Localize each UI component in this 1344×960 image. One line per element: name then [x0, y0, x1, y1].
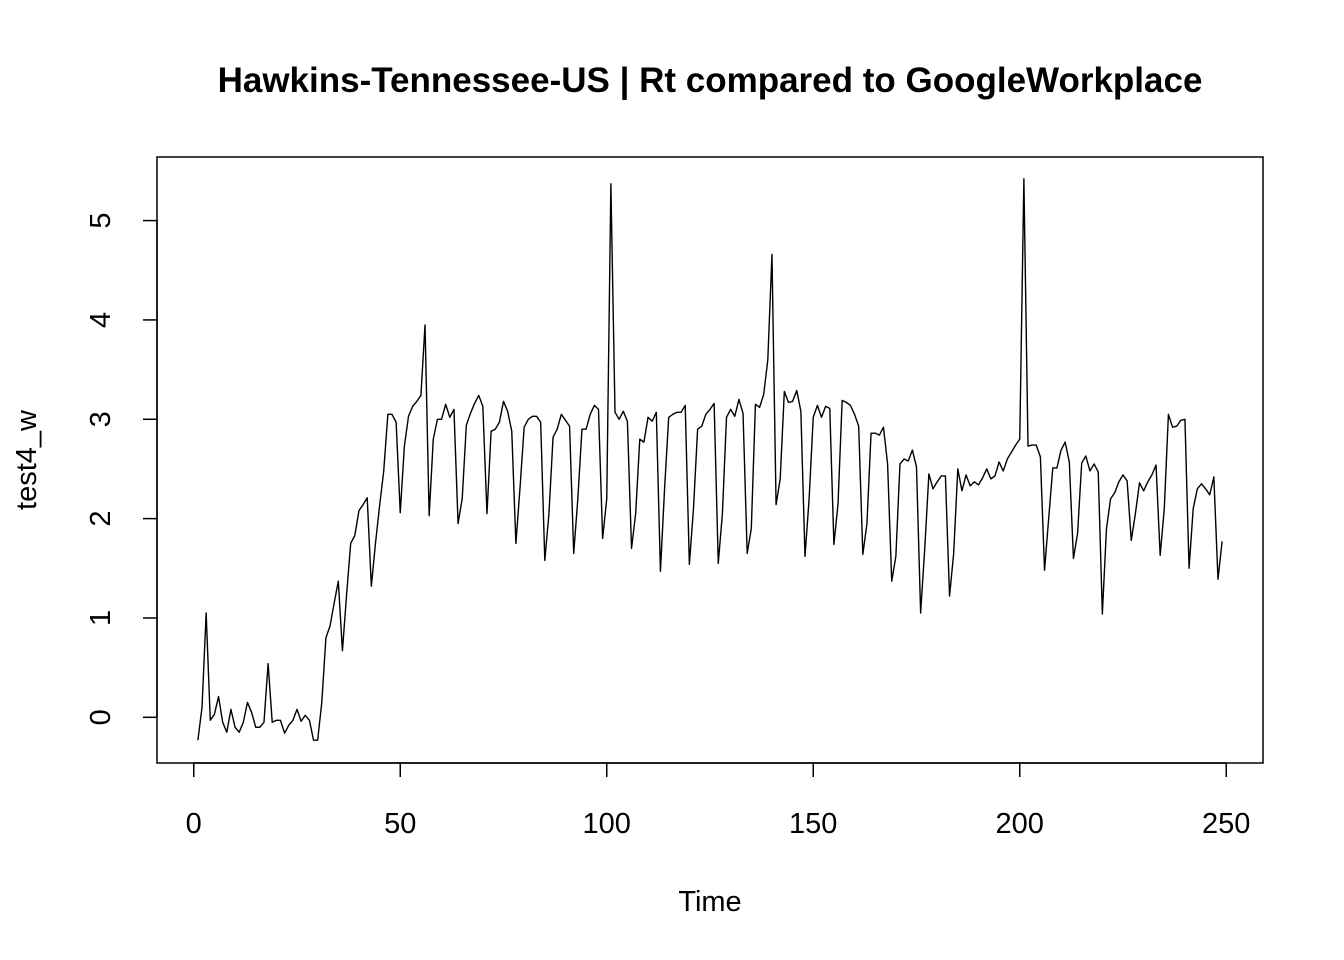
x-tick-label: 200 — [996, 808, 1044, 840]
x-tick-label: 0 — [186, 808, 202, 840]
x-axis: 0 50 100 150 200 250 — [186, 762, 1250, 840]
y-tick-label: 2 — [85, 511, 117, 527]
x-tick-label: 150 — [789, 808, 837, 840]
y-tick-label: 4 — [85, 312, 117, 328]
series-line — [197, 178, 1223, 741]
x-tick-label: 50 — [384, 808, 416, 840]
y-tick-label: 0 — [85, 709, 117, 725]
y-tick-label: 5 — [85, 213, 117, 229]
plot-frame — [156, 156, 1264, 764]
x-tick-label: 250 — [1202, 808, 1250, 840]
x-tick-label: 100 — [583, 808, 631, 840]
y-tick-label: 3 — [85, 411, 117, 427]
chart-title: Hawkins-Tennessee-US | Rt compared to Go… — [218, 61, 1203, 100]
y-tick-label: 1 — [85, 610, 117, 626]
y-axis: 0 1 2 3 4 5 — [85, 213, 158, 725]
x-axis-label: Time — [678, 886, 741, 918]
y-axis-label: test4_w — [11, 409, 43, 510]
